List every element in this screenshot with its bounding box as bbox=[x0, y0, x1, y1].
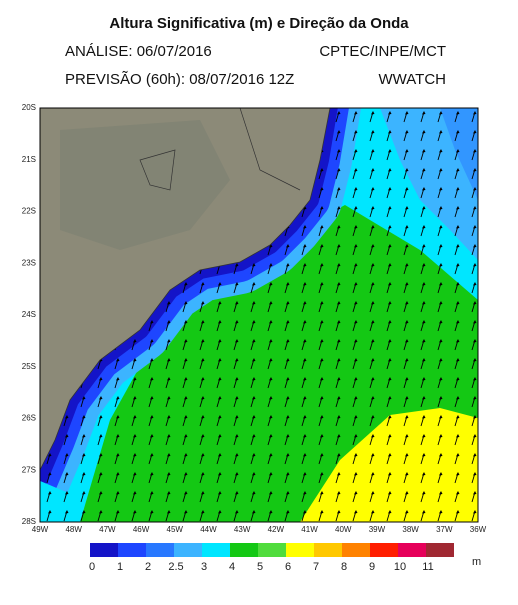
colorbar-segment bbox=[90, 543, 118, 557]
latitude-label: 20S bbox=[22, 103, 36, 112]
forecast: PREVISÃO (60h): 08/07/2016 12Z bbox=[65, 71, 294, 88]
longitude-label: 42W bbox=[268, 525, 285, 534]
colorbar-label: 9 bbox=[369, 561, 375, 573]
longitude-label: 49W bbox=[32, 525, 49, 534]
longitude-label: 46W bbox=[133, 525, 150, 534]
colorbar-label: 10 bbox=[394, 561, 406, 573]
latitude-label: 28S bbox=[22, 517, 36, 526]
colorbar-label: 5 bbox=[257, 561, 263, 573]
colorbar-label: 4 bbox=[229, 561, 235, 573]
colorbar-segment bbox=[314, 543, 342, 557]
longitude-label: 48W bbox=[65, 525, 82, 534]
colorbar-label: 0 bbox=[89, 561, 95, 573]
colorbar-label: 1 bbox=[117, 561, 123, 573]
colorbar-segment bbox=[370, 543, 398, 557]
colorbar-label: 3 bbox=[201, 561, 207, 573]
colorbar-segment bbox=[118, 543, 146, 557]
colorbar-label: 2.5 bbox=[168, 561, 183, 573]
colorbar-segment bbox=[146, 543, 174, 557]
longitude-label: 47W bbox=[99, 525, 116, 534]
colorbar-segment bbox=[174, 543, 202, 557]
colorbar-segment bbox=[202, 543, 230, 557]
latitude-label: 24S bbox=[22, 310, 36, 319]
colorbar-segment bbox=[258, 543, 286, 557]
longitude-label: 40W bbox=[335, 525, 352, 534]
model: WWATCH bbox=[379, 71, 446, 88]
colorbar-label: 11 bbox=[422, 561, 433, 573]
colorbar-segment bbox=[286, 543, 314, 557]
map-frame bbox=[39, 107, 479, 523]
source: CPTEC/INPE/MCT bbox=[319, 43, 446, 60]
longitude-label: 45W bbox=[167, 525, 184, 534]
colorbar-segment bbox=[342, 543, 370, 557]
colorbar-label: 7 bbox=[313, 561, 319, 573]
latitude-label: 27S bbox=[22, 465, 36, 474]
map bbox=[40, 108, 478, 522]
latitude-label: 23S bbox=[22, 258, 36, 267]
colorbar-label: 8 bbox=[341, 561, 347, 573]
colorbar-label: 2 bbox=[145, 561, 151, 573]
colorbar-segment bbox=[426, 543, 454, 557]
longitude-label: 36W bbox=[470, 525, 487, 534]
longitude-label: 43W bbox=[234, 525, 251, 534]
longitude-label: 37W bbox=[436, 525, 453, 534]
longitude-label: 41W bbox=[301, 525, 318, 534]
longitude-label: 44W bbox=[200, 525, 217, 534]
latitude-label: 26S bbox=[22, 414, 36, 423]
title: Altura Significativa (m) e Direção da On… bbox=[109, 15, 409, 32]
longitude-label: 38W bbox=[402, 525, 419, 534]
colorbar-segment bbox=[230, 543, 258, 557]
latitude-label: 21S bbox=[22, 155, 36, 164]
latitude-label: 22S bbox=[22, 207, 36, 216]
analysis: ANÁLISE: 06/07/2016 bbox=[65, 43, 212, 60]
colorbar-segment bbox=[398, 543, 426, 557]
unit: m bbox=[472, 556, 481, 568]
longitude-label: 39W bbox=[369, 525, 386, 534]
latitude-label: 25S bbox=[22, 362, 36, 371]
colorbar-label: 6 bbox=[285, 561, 291, 573]
